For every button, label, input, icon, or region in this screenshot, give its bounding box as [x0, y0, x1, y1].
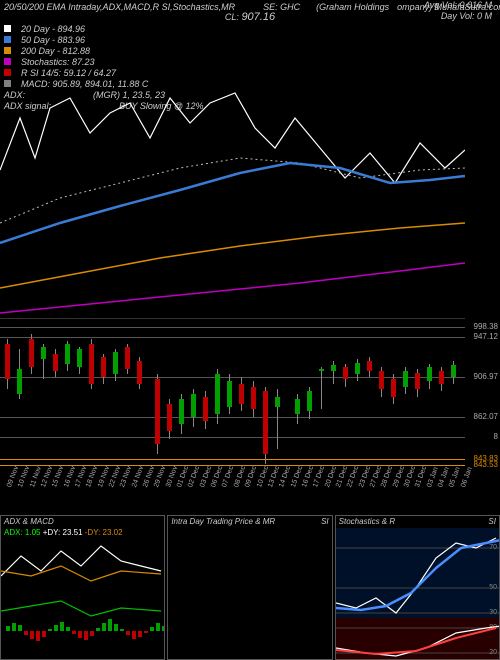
candlestick-chart	[0, 318, 465, 478]
avg-vol: Avg Vol: 0.016 M	[424, 0, 492, 10]
legend: 20 Day - 894.9650 Day - 883.96200 Day - …	[4, 24, 496, 90]
close-label: CL:	[225, 12, 239, 22]
day-vol: Day Vol: 0 M	[441, 11, 492, 21]
intraday-right-title: SI	[321, 517, 329, 526]
adx-macd-panel: ADX & MACD ADX: 1.05 +DY: 23.51 -DY: 23.…	[0, 515, 165, 660]
stoch-title: Stochastics & R	[339, 517, 395, 526]
adx-panel-title: ADX & MACD	[4, 517, 54, 526]
close-value: 907.16	[241, 11, 275, 23]
intraday-panel: Intra Day Trading Price & MR SI	[167, 515, 332, 660]
stoch-right-title: SI	[488, 517, 496, 526]
date-axis: 09 Nov10 Nov11 Nov12 Nov15 Nov16 Nov17 N…	[0, 478, 465, 508]
price-axis: 998.38947.12906.97862.078843.83843.53	[465, 318, 500, 478]
stochastics-panel: Stochastics & R SI 705030 8020	[335, 515, 500, 660]
indicator-panels: ADX & MACD ADX: 1.05 +DY: 23.51 -DY: 23.…	[0, 515, 500, 660]
stoch-lower: 8020	[336, 618, 499, 660]
main-ema-chart	[0, 88, 465, 318]
stoch-upper: 705030	[336, 528, 499, 618]
intraday-title: Intra Day Trading Price & MR	[171, 517, 275, 526]
